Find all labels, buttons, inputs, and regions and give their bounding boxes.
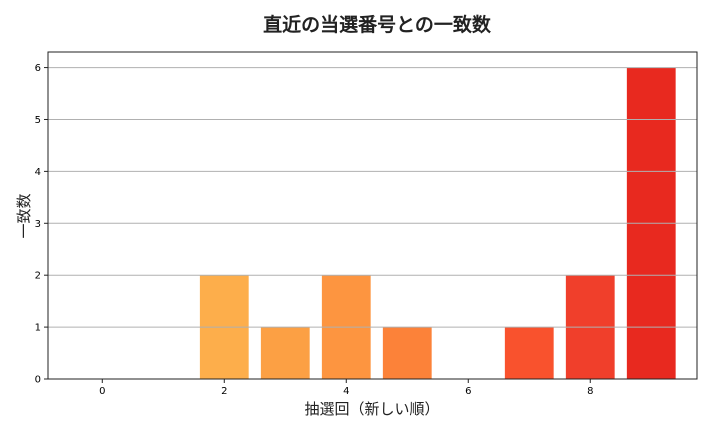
y-tick-label-6: 6 — [35, 63, 41, 74]
y-tick-label-5: 5 — [35, 115, 41, 126]
y-tick-label-4: 4 — [35, 167, 41, 178]
x-axis-label: 抽選回（新しい順） — [304, 400, 439, 418]
y-tick-label-1: 1 — [35, 323, 41, 334]
x-tick-label-2: 2 — [221, 386, 227, 397]
bar-5 — [382, 327, 432, 379]
y-axis-label: 一致数 — [15, 193, 33, 238]
chart-title: 直近の当選番号との一致数 — [263, 13, 492, 36]
x-tick-label-8: 8 — [587, 386, 593, 397]
y-tick-label-3: 3 — [35, 219, 41, 230]
plot-frame — [47, 51, 698, 380]
bar-7 — [504, 327, 554, 379]
x-tick-label-4: 4 — [343, 386, 349, 397]
bar-3 — [260, 327, 310, 379]
x-tick-label-6: 6 — [465, 386, 471, 397]
y-tick-label-2: 2 — [35, 271, 41, 282]
y-tick-label-0: 0 — [35, 375, 41, 386]
x-tick-label-0: 0 — [99, 386, 105, 397]
